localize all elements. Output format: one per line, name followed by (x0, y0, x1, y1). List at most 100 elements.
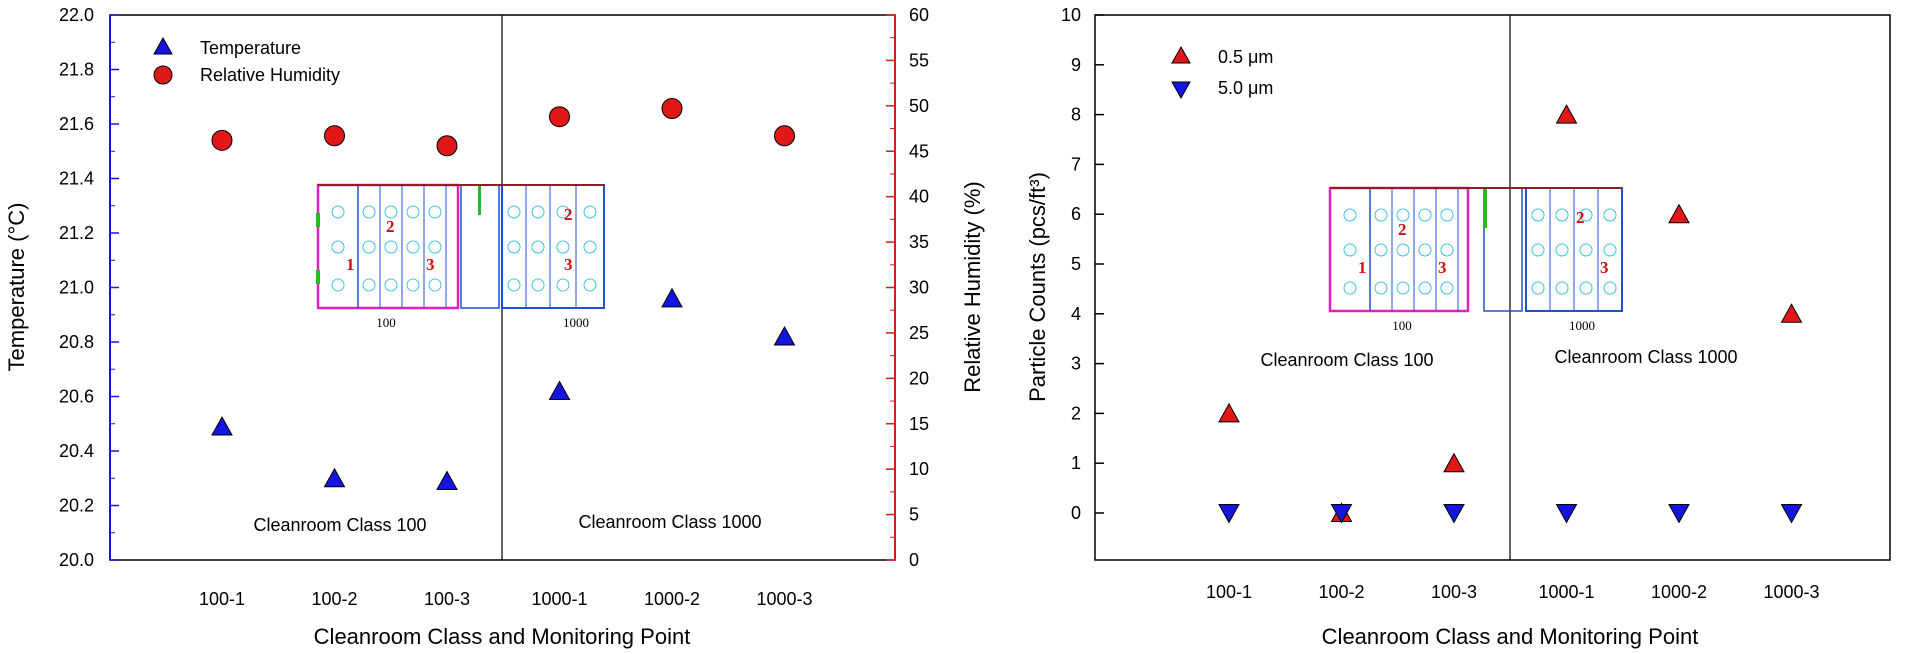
inset-zone-number: 2 (564, 205, 573, 224)
particle-0-5um-point (1555, 104, 1578, 124)
particle-0-5um-point (1780, 303, 1803, 323)
legend-marker-0-5um (1171, 45, 1191, 64)
y-tick-label: 1 (1071, 453, 1081, 473)
temperature-humidity-chart: 20.0 20.2 20.4 20.6 20.8 21.0 21.2 21.4 21.6 21.8… (4, 5, 985, 649)
inset-zone-number: 3 (426, 255, 435, 274)
y-tick-label-right: 55 (909, 50, 929, 70)
inset-zone-number: 1 (346, 255, 355, 274)
y-tick-label-left: 21.4 (59, 169, 94, 189)
y-tick-label: 3 (1071, 354, 1081, 374)
x-tick-label: 100-1 (1206, 582, 1252, 602)
inset-room-class-100 (1328, 186, 1470, 313)
particle-5-0um-point (1218, 504, 1240, 524)
y-tick-label-right: 30 (909, 278, 929, 298)
humidity-point (774, 125, 795, 147)
inset-zone-number: 3 (1438, 258, 1447, 277)
legend-marker-5-0um (1171, 81, 1191, 100)
y-tick-label: 6 (1071, 204, 1081, 224)
y-tick-label-right: 5 (909, 505, 919, 525)
annotation-class-1000: Cleanroom Class 1000 (578, 512, 761, 532)
particle-0-5um-point (1668, 203, 1690, 224)
particle-0-5um-point (1443, 452, 1465, 473)
inset-door (478, 185, 481, 215)
y-tick-label-right: 0 (909, 550, 919, 570)
x-axis-title: Cleanroom Class and Monitoring Point (1322, 624, 1699, 649)
inset-label-1000: 1000 (563, 315, 589, 330)
y-tick-label-left: 21.0 (59, 278, 94, 298)
inset-zone-number: 3 (1600, 258, 1609, 277)
x-tick-label: 100-2 (311, 589, 357, 609)
tick-group: 0 1 2 3 4 5 6 7 8 9 10 100-1 100-2 100-3 1000-1 1000-2 1… (1061, 5, 1820, 602)
humidity-point (549, 106, 570, 128)
temperature-point (773, 326, 796, 346)
legend: Temperature Relative Humidity (153, 36, 340, 85)
y-tick-label-right: 35 (909, 232, 929, 252)
y-tick-label-left: 20.6 (59, 387, 94, 407)
temperature-point (211, 415, 233, 436)
y-tick-label-right: 15 (909, 414, 929, 434)
particle-0-5um-point (1218, 402, 1240, 423)
y-tick-label: 10 (1061, 5, 1081, 25)
y-tick-label-right: 45 (909, 141, 929, 161)
legend-marker-humidity (153, 65, 173, 85)
legend-label-0-5um: 0.5 μm (1218, 47, 1273, 67)
data-marks (1218, 104, 1803, 524)
legend-label-5-0um: 5.0 μm (1218, 78, 1273, 98)
inset-zone-number: 2 (386, 217, 395, 236)
inset-zone-number: 2 (1398, 220, 1407, 239)
x-tick-label: 100-1 (199, 589, 245, 609)
y-tick-label-right: 40 (909, 187, 929, 207)
particle-counts-chart: 0 1 2 3 4 5 6 7 8 9 10 100-1 100-2 100-3 1000-1 1000-2 1… (1025, 5, 1891, 649)
legend-label-humidity: Relative Humidity (200, 65, 340, 85)
y-axis-title-left: Temperature (°C) (4, 203, 29, 372)
y-tick-label: 8 (1071, 105, 1081, 125)
inset-corridor (1483, 187, 1523, 312)
y-tick-label: 0 (1071, 503, 1081, 523)
x-tick-label: 1000-3 (756, 589, 812, 609)
y-tick-label-left: 21.8 (59, 60, 94, 80)
y-axis-title-right: Relative Humidity (%) (960, 181, 985, 393)
y-tick-label: 2 (1071, 403, 1081, 423)
inset-label-1000: 1000 (1569, 318, 1595, 333)
particle-5-0um-point (1443, 504, 1465, 524)
particle-5-0um-point (1780, 504, 1803, 524)
inset-door (316, 270, 320, 284)
tick-group: 20.0 20.2 20.4 20.6 20.8 21.0 21.2 21.4 21.6 21.8… (59, 5, 929, 609)
x-tick-label: 1000-3 (1763, 582, 1819, 602)
y-tick-label: 5 (1071, 254, 1081, 274)
humidity-point (661, 98, 683, 120)
inset-room-class-100 (316, 183, 460, 310)
cleanroom-layout-inset: 2 1 3 2 3 100 1000 (1328, 186, 1623, 333)
y-tick-label: 4 (1071, 304, 1081, 324)
legend-label-temperature: Temperature (200, 38, 301, 58)
y-tick-label-right: 20 (909, 368, 929, 388)
x-tick-label: 100-3 (424, 589, 470, 609)
y-tick-label-left: 20.2 (59, 496, 94, 516)
humidity-point (436, 135, 458, 157)
y-tick-label-left: 21.6 (59, 114, 94, 134)
y-tick-label-left: 20.4 (59, 441, 94, 461)
inset-diffuser-pattern (1343, 208, 1617, 295)
data-marks (211, 98, 796, 490)
inset-zone-number: 2 (1576, 208, 1585, 227)
inset-diffuser-pattern (331, 205, 597, 292)
y-tick-label-left: 20.0 (59, 550, 94, 570)
cleanroom-layout-inset: 1 2 3 2 3 100 1000 (316, 183, 605, 330)
y-tick-label: 9 (1071, 55, 1081, 75)
x-tick-label: 1000-1 (1538, 582, 1594, 602)
plot-frame (1094, 14, 1891, 561)
annotation-class-100: Cleanroom Class 100 (1260, 350, 1433, 370)
annotation-class-100: Cleanroom Class 100 (253, 515, 426, 535)
legend-marker-temperature (153, 36, 173, 55)
x-axis-title: Cleanroom Class and Monitoring Point (314, 624, 691, 649)
y-axis-title: Particle Counts (pcs/ft³) (1025, 172, 1050, 402)
y-tick-label-right: 10 (909, 459, 929, 479)
humidity-point (324, 125, 345, 147)
inset-zone-number: 3 (564, 255, 573, 274)
particle-5-0um-point (1330, 504, 1353, 524)
x-tick-label: 100-3 (1431, 582, 1477, 602)
inset-zone-number: 1 (1358, 258, 1367, 277)
x-tick-label: 1000-2 (644, 589, 700, 609)
y-tick-label-left: 22.0 (59, 5, 94, 25)
